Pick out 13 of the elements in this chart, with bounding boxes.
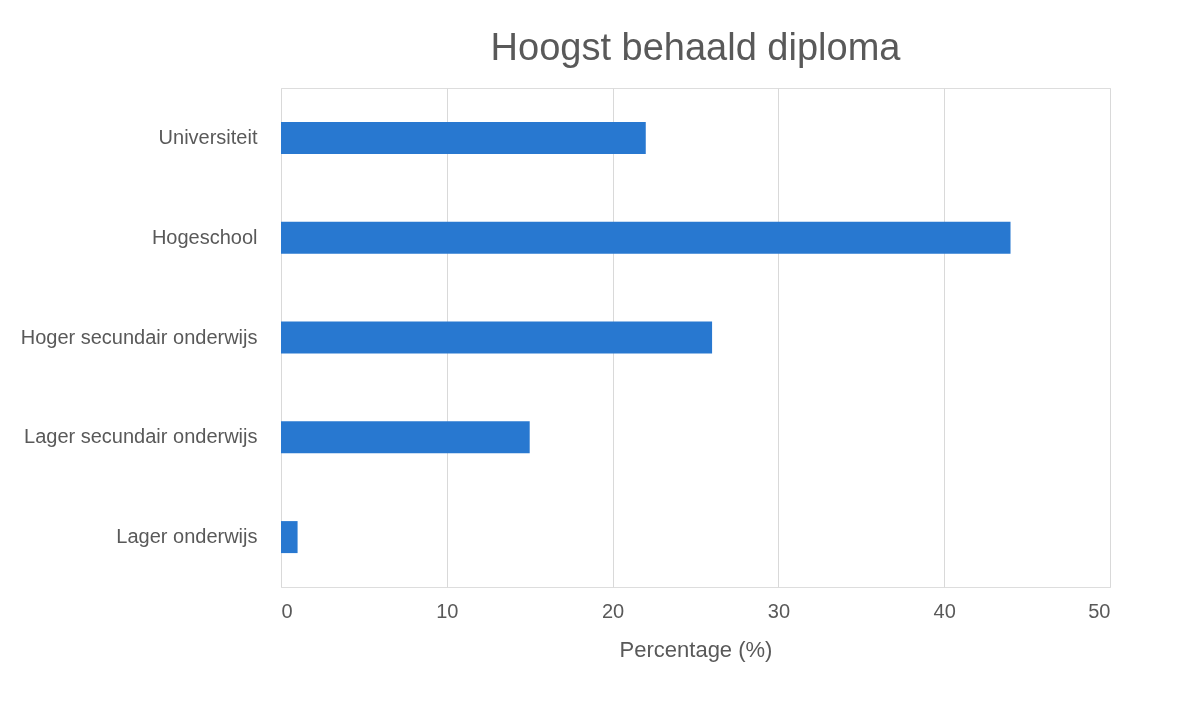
x-tick-label: 50 [1088, 599, 1111, 622]
x-tick-label: 20 [601, 599, 625, 622]
y-tick-label: Hoger secundair onderwijs [20, 325, 258, 348]
x-tick-label: 30 [767, 599, 791, 622]
y-tick-label: Lager onderwijs [116, 525, 258, 548]
x-tick-label: 10 [436, 599, 459, 622]
y-tick-label: Lager secundair onderwijs [24, 425, 258, 448]
x-tick-label: 0 [281, 599, 293, 622]
y-tick-label: Universiteit [158, 125, 258, 148]
x-tick-label: 40 [933, 599, 956, 622]
x-axis-title: Percentage (%) [619, 636, 773, 662]
y-tick-label: Hogeschool [151, 225, 258, 248]
chart-title: Hoogst behaald diploma [490, 26, 902, 68]
